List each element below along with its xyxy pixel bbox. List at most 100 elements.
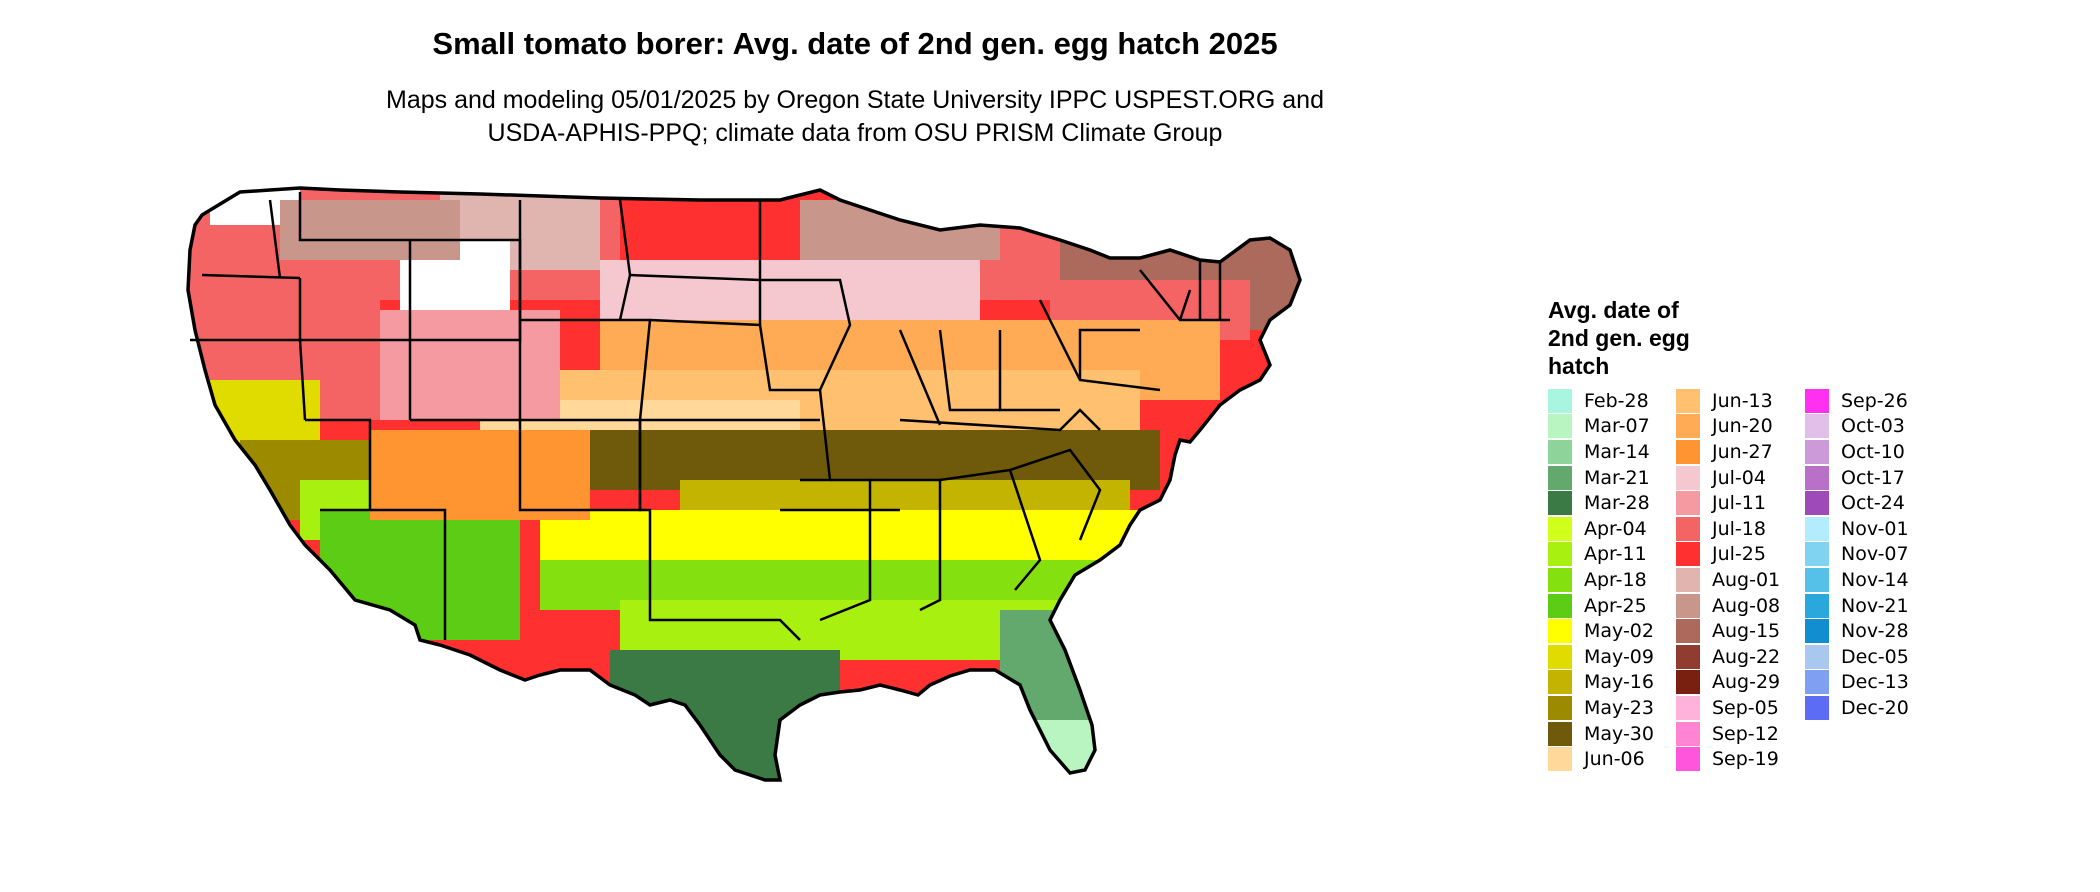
legend-swatch	[1805, 388, 1829, 413]
legend-swatch	[1548, 747, 1572, 772]
legend-swatch	[1548, 567, 1572, 592]
legend-item: Mar-21	[1548, 465, 1654, 491]
legend-item: Feb-28	[1548, 388, 1654, 414]
legend-swatch	[1548, 644, 1572, 669]
legend-label: Mar-28	[1584, 492, 1650, 515]
legend-label: Sep-26	[1841, 389, 1908, 412]
legend-item: Oct-10	[1805, 439, 1909, 465]
legend-label: Nov-28	[1841, 620, 1909, 643]
legend-item: Dec-13	[1805, 670, 1909, 696]
legend-item: May-23	[1548, 695, 1654, 721]
legend-label: Mar-21	[1584, 466, 1650, 489]
legend-label: Aug-01	[1712, 568, 1781, 591]
legend-swatch	[1548, 516, 1572, 541]
legend-swatch	[1548, 439, 1572, 464]
legend-label: Aug-15	[1712, 620, 1781, 643]
legend-label: May-16	[1584, 671, 1654, 694]
legend-swatch	[1676, 567, 1700, 592]
legend-swatch	[1676, 516, 1700, 541]
legend-item: Nov-14	[1805, 567, 1909, 593]
legend-label: Aug-29	[1712, 671, 1781, 694]
legend-swatch	[1676, 439, 1700, 464]
legend-swatch	[1676, 670, 1700, 695]
legend-swatch	[1676, 414, 1700, 439]
legend-item: Sep-05	[1676, 695, 1780, 721]
state-borders	[190, 192, 1230, 641]
legend-title-line-1: Avg. date of	[1548, 297, 1679, 323]
legend-label: Jul-25	[1712, 543, 1766, 566]
legend-swatch	[1548, 465, 1572, 490]
legend-swatch	[1548, 619, 1572, 644]
legend-swatch	[1676, 695, 1700, 720]
legend-item: Dec-20	[1805, 695, 1909, 721]
legend-column-2: Jun-13 Jun-20 Jun-27 Jul-04 Jul-11 Jul-18 Jul-…	[1676, 388, 1780, 772]
subtitle-line-2: USDA-APHIS-PPQ; climate data from OSU PR…	[487, 119, 1223, 147]
legend-swatch	[1805, 439, 1829, 464]
legend: Avg. date of 2nd gen. egg hatch Feb-28 Ma…	[1548, 296, 1978, 776]
legend-item: Aug-22	[1676, 644, 1780, 670]
legend-item: Mar-28	[1548, 490, 1654, 516]
legend-item: Nov-28	[1805, 618, 1909, 644]
legend-label: Feb-28	[1584, 389, 1649, 412]
legend-label: Aug-08	[1712, 594, 1781, 617]
legend-swatch	[1548, 388, 1572, 413]
legend-item: Aug-29	[1676, 670, 1780, 696]
legend-item: Sep-26	[1805, 388, 1909, 414]
legend-label: Sep-19	[1712, 748, 1779, 771]
legend-item: Aug-15	[1676, 618, 1780, 644]
legend-label: Jul-04	[1712, 466, 1766, 489]
legend-item: Jun-20	[1676, 414, 1780, 440]
legend-swatch	[1676, 388, 1700, 413]
legend-label: Sep-05	[1712, 696, 1779, 719]
legend-label: Nov-01	[1841, 517, 1909, 540]
legend-label: Apr-11	[1584, 543, 1647, 566]
legend-item: Apr-25	[1548, 593, 1654, 619]
legend-item: Sep-19	[1676, 746, 1780, 772]
legend-label: Apr-18	[1584, 568, 1647, 591]
legend-swatch	[1805, 414, 1829, 439]
legend-item: Jul-11	[1676, 490, 1780, 516]
legend-swatch	[1676, 619, 1700, 644]
legend-label: Dec-13	[1841, 671, 1909, 694]
legend-label: Oct-17	[1841, 466, 1905, 489]
us-map	[186, 186, 1302, 782]
legend-item: Mar-07	[1548, 414, 1654, 440]
legend-item: Nov-01	[1805, 516, 1909, 542]
legend-label: Oct-03	[1841, 415, 1905, 438]
legend-label: Jun-13	[1712, 389, 1773, 412]
legend-swatch	[1548, 491, 1572, 516]
legend-swatch	[1805, 516, 1829, 541]
legend-item: Sep-12	[1676, 721, 1780, 747]
legend-item: May-02	[1548, 618, 1654, 644]
legend-swatch	[1548, 542, 1572, 567]
legend-swatch	[1548, 695, 1572, 720]
legend-swatch	[1805, 619, 1829, 644]
legend-label: May-09	[1584, 645, 1654, 668]
legend-item: Apr-04	[1548, 516, 1654, 542]
legend-swatch	[1805, 567, 1829, 592]
legend-swatch	[1805, 491, 1829, 516]
legend-label: Apr-25	[1584, 594, 1647, 617]
legend-item: Oct-03	[1805, 414, 1909, 440]
legend-label: Nov-14	[1841, 568, 1909, 591]
legend-label: Jul-11	[1712, 492, 1766, 515]
legend-item: Aug-01	[1676, 567, 1780, 593]
map-title: Small tomato borer: Avg. date of 2nd gen…	[432, 26, 1278, 61]
legend-swatch	[1805, 695, 1829, 720]
subtitle-line-1: Maps and modeling 05/01/2025 by Oregon S…	[386, 86, 1324, 114]
legend-column-3: Sep-26 Oct-03 Oct-10 Oct-17 Oct-24 Nov-01 Nov-…	[1805, 388, 1909, 721]
legend-item: Aug-08	[1676, 593, 1780, 619]
legend-label: Sep-12	[1712, 722, 1779, 745]
legend-item: Jun-27	[1676, 439, 1780, 465]
legend-label: Dec-05	[1841, 645, 1909, 668]
legend-swatch	[1676, 644, 1700, 669]
legend-swatch	[1805, 644, 1829, 669]
legend-label: Jul-18	[1712, 517, 1766, 540]
legend-item: Dec-05	[1805, 644, 1909, 670]
legend-label: Jun-20	[1712, 415, 1773, 438]
map-subtitle: Maps and modeling 05/01/2025 by Oregon S…	[0, 84, 1710, 150]
legend-swatch	[1676, 593, 1700, 618]
legend-column-1: Feb-28 Mar-07 Mar-14 Mar-21 Mar-28 Apr-04 Apr-…	[1548, 388, 1654, 772]
legend-item: Mar-14	[1548, 439, 1654, 465]
legend-item: Nov-07	[1805, 542, 1909, 568]
